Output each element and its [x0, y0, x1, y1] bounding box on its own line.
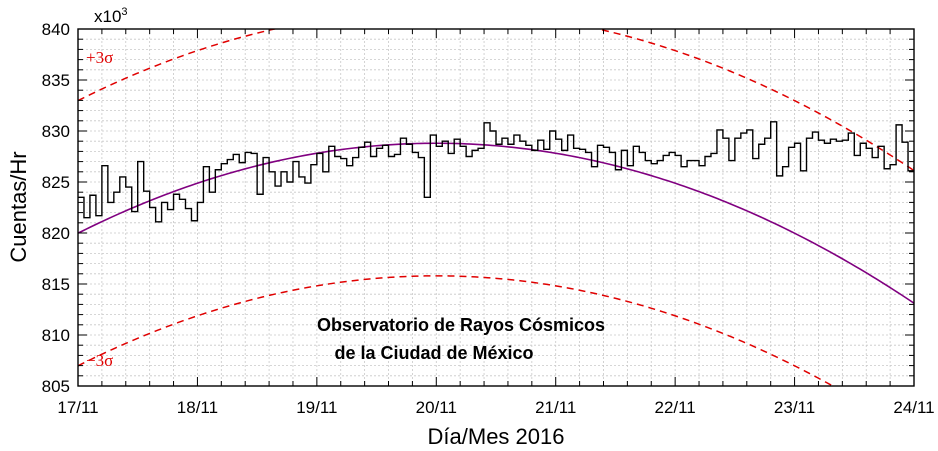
- y-tick-label: 835: [42, 71, 70, 90]
- x-tick-label: 24/11: [893, 398, 934, 417]
- x-tick-label: 17/11: [57, 398, 98, 417]
- quadratic-fit-curve: [78, 142, 914, 304]
- axis-ticks: [77, 28, 915, 387]
- y-tick-label: 815: [42, 275, 70, 294]
- x-axis-label: Día/Mes 2016: [428, 424, 565, 449]
- plus-3-sigma-curve: [78, 29, 914, 172]
- x-tick-label: 20/11: [416, 398, 457, 417]
- y-tick-label: 805: [42, 377, 70, 396]
- minus-3-sigma-label: −3σ: [86, 351, 113, 370]
- minus-3-sigma-curve: [78, 275, 835, 386]
- y-tick-label: 830: [42, 122, 70, 141]
- x-tick-labels: 17/11 18/11 19/11 20/11 21/11 22/11 23/11 24/11: [57, 398, 934, 417]
- y-tick-label: 810: [42, 326, 70, 345]
- observatory-label-line2: de la Ciudad de México: [334, 343, 533, 363]
- x-tick-label: 23/11: [774, 398, 815, 417]
- y-multiplier: x103: [94, 6, 128, 26]
- y-tick-labels: 805 810 815 820 825 830 835 840: [42, 20, 70, 396]
- plot-frame: [77, 28, 915, 387]
- x-tick-label: 22/11: [654, 398, 695, 417]
- y-axis-label: Cuentas/Hr: [6, 151, 31, 262]
- y-tick-label: 840: [42, 20, 70, 39]
- observatory-label-line1: Observatorio de Rayos Cósmicos: [317, 315, 605, 335]
- x-tick-label: 18/11: [177, 398, 218, 417]
- hourly-count-step-series: [78, 121, 914, 223]
- x-tick-label: 19/11: [296, 398, 337, 417]
- x-tick-label: 21/11: [535, 398, 576, 417]
- plus-3-sigma-label: +3σ: [86, 48, 113, 67]
- y-tick-label: 820: [42, 224, 70, 243]
- y-tick-label: 825: [42, 173, 70, 192]
